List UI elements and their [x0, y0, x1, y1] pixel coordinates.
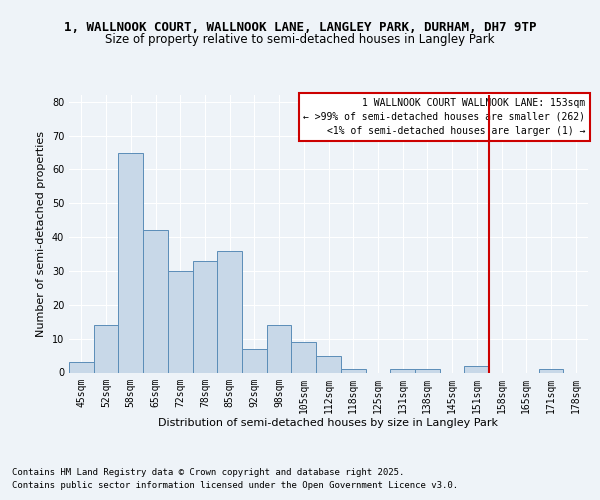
Y-axis label: Number of semi-detached properties: Number of semi-detached properties — [36, 130, 46, 337]
Bar — [94, 325, 118, 372]
Bar — [415, 369, 440, 372]
Bar — [341, 369, 365, 372]
Bar — [316, 356, 341, 372]
Bar — [118, 152, 143, 372]
Bar — [390, 369, 415, 372]
Bar — [539, 369, 563, 372]
Bar — [69, 362, 94, 372]
Bar — [143, 230, 168, 372]
X-axis label: Distribution of semi-detached houses by size in Langley Park: Distribution of semi-detached houses by … — [158, 418, 499, 428]
Bar — [193, 261, 217, 372]
Bar — [242, 349, 267, 372]
Bar — [217, 250, 242, 372]
Bar — [292, 342, 316, 372]
Text: Contains public sector information licensed under the Open Government Licence v3: Contains public sector information licen… — [12, 480, 458, 490]
Bar — [267, 325, 292, 372]
Text: Size of property relative to semi-detached houses in Langley Park: Size of property relative to semi-detach… — [105, 34, 495, 46]
Text: 1 WALLNOOK COURT WALLNOOK LANE: 153sqm
← >99% of semi-detached houses are smalle: 1 WALLNOOK COURT WALLNOOK LANE: 153sqm ←… — [304, 98, 586, 136]
Text: 1, WALLNOOK COURT, WALLNOOK LANE, LANGLEY PARK, DURHAM, DH7 9TP: 1, WALLNOOK COURT, WALLNOOK LANE, LANGLE… — [64, 21, 536, 34]
Text: Contains HM Land Registry data © Crown copyright and database right 2025.: Contains HM Land Registry data © Crown c… — [12, 468, 404, 477]
Bar — [464, 366, 489, 372]
Bar — [168, 271, 193, 372]
